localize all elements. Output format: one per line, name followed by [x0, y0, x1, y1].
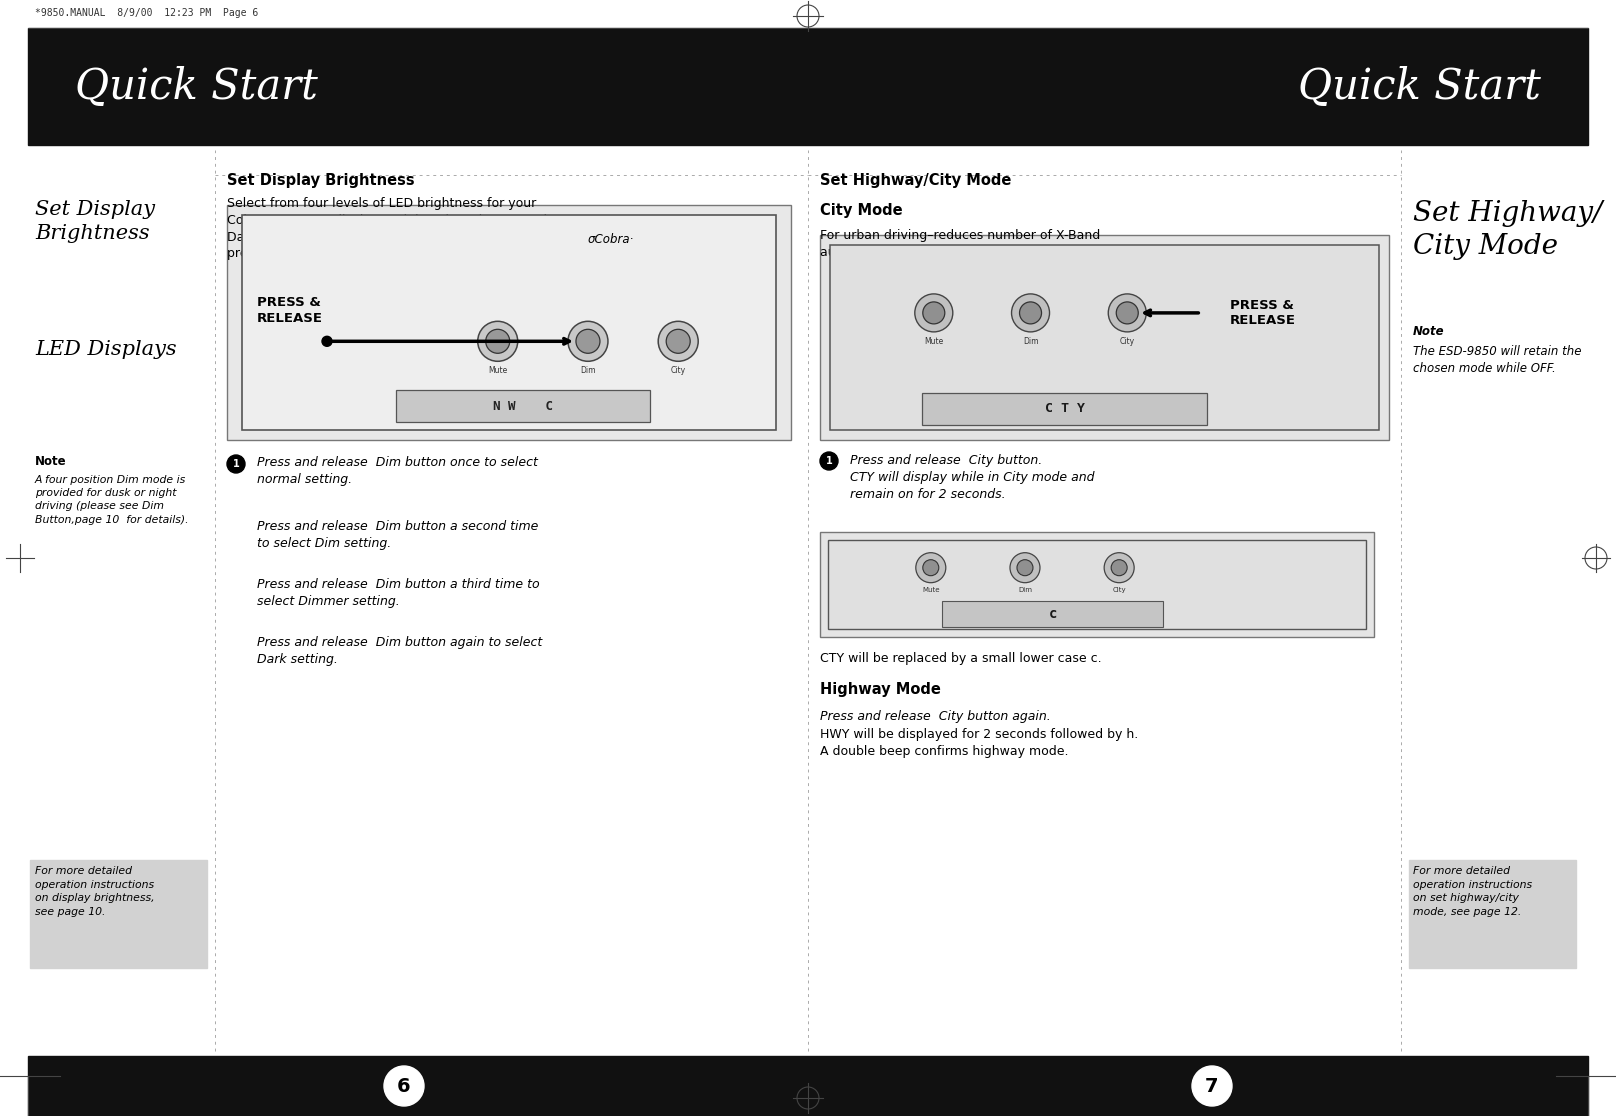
Bar — [831, 246, 1378, 430]
Text: PRESS &
RELEASE: PRESS & RELEASE — [257, 297, 323, 325]
Text: N W    C: N W C — [493, 400, 553, 413]
Circle shape — [575, 329, 600, 354]
Text: Press and release  Dim button a second time
to select Dim setting.: Press and release Dim button a second ti… — [257, 520, 538, 550]
Text: C T Y: C T Y — [1044, 403, 1084, 415]
Text: Set Display Brightness: Set Display Brightness — [226, 173, 415, 187]
Text: City: City — [1120, 337, 1134, 346]
Text: Set Highway/
City Mode: Set Highway/ City Mode — [1412, 200, 1603, 260]
Text: Dim: Dim — [580, 366, 596, 375]
Text: Press and release  Dim button once to select
normal setting.: Press and release Dim button once to sel… — [257, 456, 538, 485]
Bar — [923, 393, 1207, 425]
Text: Press and release  City button again.: Press and release City button again. — [819, 710, 1050, 723]
Text: σCobra·: σCobra· — [587, 233, 633, 246]
Text: For more detailed
operation instructions
on set highway/city
mode, see page 12.: For more detailed operation instructions… — [1412, 866, 1532, 917]
Text: Dim: Dim — [1018, 587, 1033, 593]
Text: Quick Start: Quick Start — [74, 66, 318, 107]
Text: City Mode: City Mode — [819, 203, 903, 218]
Circle shape — [1104, 552, 1134, 583]
Circle shape — [923, 302, 945, 324]
Text: A double beep confirms highway mode.: A double beep confirms highway mode. — [819, 745, 1068, 758]
Circle shape — [923, 560, 939, 576]
Circle shape — [478, 321, 517, 362]
Circle shape — [567, 321, 608, 362]
Text: CTY will be replaced by a small lower case c.: CTY will be replaced by a small lower ca… — [819, 652, 1102, 665]
Circle shape — [1117, 302, 1138, 324]
Text: *9850.MANUAL  8/9/00  12:23 PM  Page 6: *9850.MANUAL 8/9/00 12:23 PM Page 6 — [36, 8, 259, 18]
Text: Highway Mode: Highway Mode — [819, 682, 941, 698]
Text: Dim: Dim — [1023, 337, 1037, 346]
Circle shape — [1012, 294, 1049, 331]
Text: A four position Dim mode is
provided for dusk or night
driving (please see Dim
B: A four position Dim mode is provided for… — [36, 475, 189, 525]
Circle shape — [666, 329, 690, 354]
Text: 1: 1 — [233, 459, 239, 469]
Circle shape — [658, 321, 698, 362]
Bar — [1409, 860, 1576, 968]
Text: City: City — [1112, 587, 1126, 593]
Text: Press and release  Dim button a third time to
select Dimmer setting.: Press and release Dim button a third tim… — [257, 578, 540, 608]
Text: City: City — [671, 366, 685, 375]
Text: PRESS &
RELEASE: PRESS & RELEASE — [1230, 299, 1296, 327]
Circle shape — [1010, 552, 1041, 583]
Circle shape — [322, 336, 331, 346]
Circle shape — [226, 455, 246, 473]
Text: For urban driving–reduces number of X-Band
audible alerts.: For urban driving–reduces number of X-Ba… — [819, 229, 1100, 259]
Circle shape — [1016, 560, 1033, 576]
Circle shape — [1112, 560, 1128, 576]
Text: LED Displays: LED Displays — [36, 340, 176, 359]
Bar — [27, 28, 1589, 145]
Text: 6: 6 — [398, 1077, 410, 1096]
Bar — [827, 540, 1366, 629]
Bar — [27, 1056, 1589, 1116]
Bar — [226, 205, 790, 440]
Circle shape — [1193, 1066, 1231, 1106]
Text: 7: 7 — [1206, 1077, 1218, 1096]
Text: Set Highway/City Mode: Set Highway/City Mode — [819, 173, 1012, 187]
Text: Press and release  Dim button again to select
Dark setting.: Press and release Dim button again to se… — [257, 636, 543, 666]
Bar — [31, 860, 207, 968]
Text: Select from four levels of LED brightness for your
Cobra ESD-9850 display:  Brig: Select from four levels of LED brightnes… — [226, 198, 546, 260]
Bar — [396, 389, 650, 422]
Bar — [819, 532, 1374, 637]
Text: Press and release  City button.
CTY will display while in City mode and
remain o: Press and release City button. CTY will … — [850, 454, 1094, 501]
Circle shape — [1020, 302, 1042, 324]
Circle shape — [1109, 294, 1146, 331]
Bar — [242, 215, 776, 430]
Text: Note: Note — [1412, 325, 1445, 338]
Text: For more detailed
operation instructions
on display brightness,
see page 10.: For more detailed operation instructions… — [36, 866, 155, 917]
Circle shape — [915, 294, 953, 331]
Text: HWY will be displayed for 2 seconds followed by h.: HWY will be displayed for 2 seconds foll… — [819, 728, 1138, 741]
Text: Mute: Mute — [923, 587, 939, 593]
Text: Set Display
Brightness: Set Display Brightness — [36, 200, 155, 243]
Bar — [819, 235, 1390, 440]
Circle shape — [385, 1066, 423, 1106]
Circle shape — [486, 329, 509, 354]
Bar — [942, 602, 1164, 627]
Text: Mute: Mute — [488, 366, 507, 375]
Text: The ESD-9850 will retain the
chosen mode while OFF.: The ESD-9850 will retain the chosen mode… — [1412, 345, 1582, 375]
Text: 1: 1 — [826, 456, 832, 466]
Text: Quick Start: Quick Start — [1298, 66, 1542, 107]
Text: Mute: Mute — [924, 337, 944, 346]
Circle shape — [916, 552, 945, 583]
Text: c: c — [1049, 607, 1057, 620]
Circle shape — [819, 452, 839, 470]
Text: Note: Note — [36, 455, 66, 468]
